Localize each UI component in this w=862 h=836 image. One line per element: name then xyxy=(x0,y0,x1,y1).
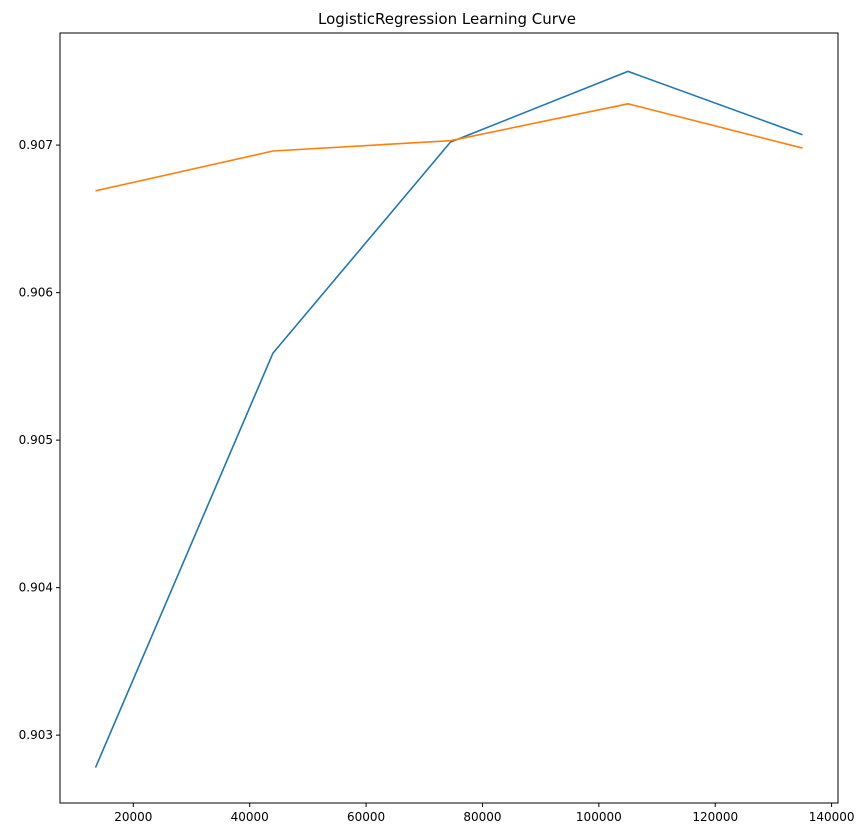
plot-frame xyxy=(59,32,839,804)
y-axis: 0.903 0.904 0.905 0.906 0.907 xyxy=(19,138,60,742)
x-tick-label: 140000 xyxy=(809,810,855,824)
y-tick-label: 0.903 xyxy=(19,728,53,742)
x-tick-label: 40000 xyxy=(231,810,269,824)
y-tick-label: 0.907 xyxy=(19,138,53,152)
series-line-1 xyxy=(94,70,803,768)
y-tick-label: 0.905 xyxy=(19,433,53,447)
x-tick-label: 120000 xyxy=(692,810,738,824)
y-tick-label: 0.906 xyxy=(19,286,53,300)
series-line-2 xyxy=(95,103,803,192)
x-tick-label: 100000 xyxy=(576,810,622,824)
x-tick-label: 20000 xyxy=(114,810,152,824)
y-tick-label: 0.904 xyxy=(19,581,53,595)
series-layer xyxy=(94,70,803,768)
x-axis: 20000 40000 60000 80000 100000 120000 140000 xyxy=(114,803,855,824)
x-tick-label: 80000 xyxy=(463,810,501,824)
chart-title: LogisticRegression Learning Curve xyxy=(318,10,576,28)
plot-area xyxy=(59,32,839,804)
x-tick-label: 60000 xyxy=(347,810,385,824)
